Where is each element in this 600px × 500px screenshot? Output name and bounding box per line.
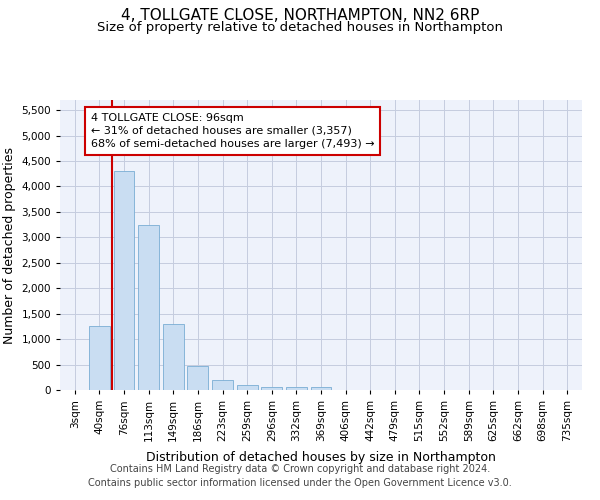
Bar (236, 385, 257, 390)
Bar (138, 224, 159, 390)
Bar (89, 326, 110, 390)
Bar (286, 388, 307, 390)
Text: Distribution of detached houses by size in Northampton: Distribution of detached houses by size … (146, 451, 496, 464)
Text: 4, TOLLGATE CLOSE, NORTHAMPTON, NN2 6RP: 4, TOLLGATE CLOSE, NORTHAMPTON, NN2 6RP (121, 8, 479, 22)
Bar (187, 366, 208, 390)
Text: Contains HM Land Registry data © Crown copyright and database right 2024.
Contai: Contains HM Land Registry data © Crown c… (88, 464, 512, 487)
Bar (113, 171, 134, 390)
Bar (311, 388, 331, 390)
Bar (163, 324, 184, 390)
Bar (261, 387, 282, 390)
Y-axis label: Number of detached properties: Number of detached properties (3, 146, 16, 344)
Text: Size of property relative to detached houses in Northampton: Size of property relative to detached ho… (97, 21, 503, 34)
Text: 4 TOLLGATE CLOSE: 96sqm
← 31% of detached houses are smaller (3,357)
68% of semi: 4 TOLLGATE CLOSE: 96sqm ← 31% of detache… (91, 112, 374, 149)
Bar (212, 380, 233, 390)
